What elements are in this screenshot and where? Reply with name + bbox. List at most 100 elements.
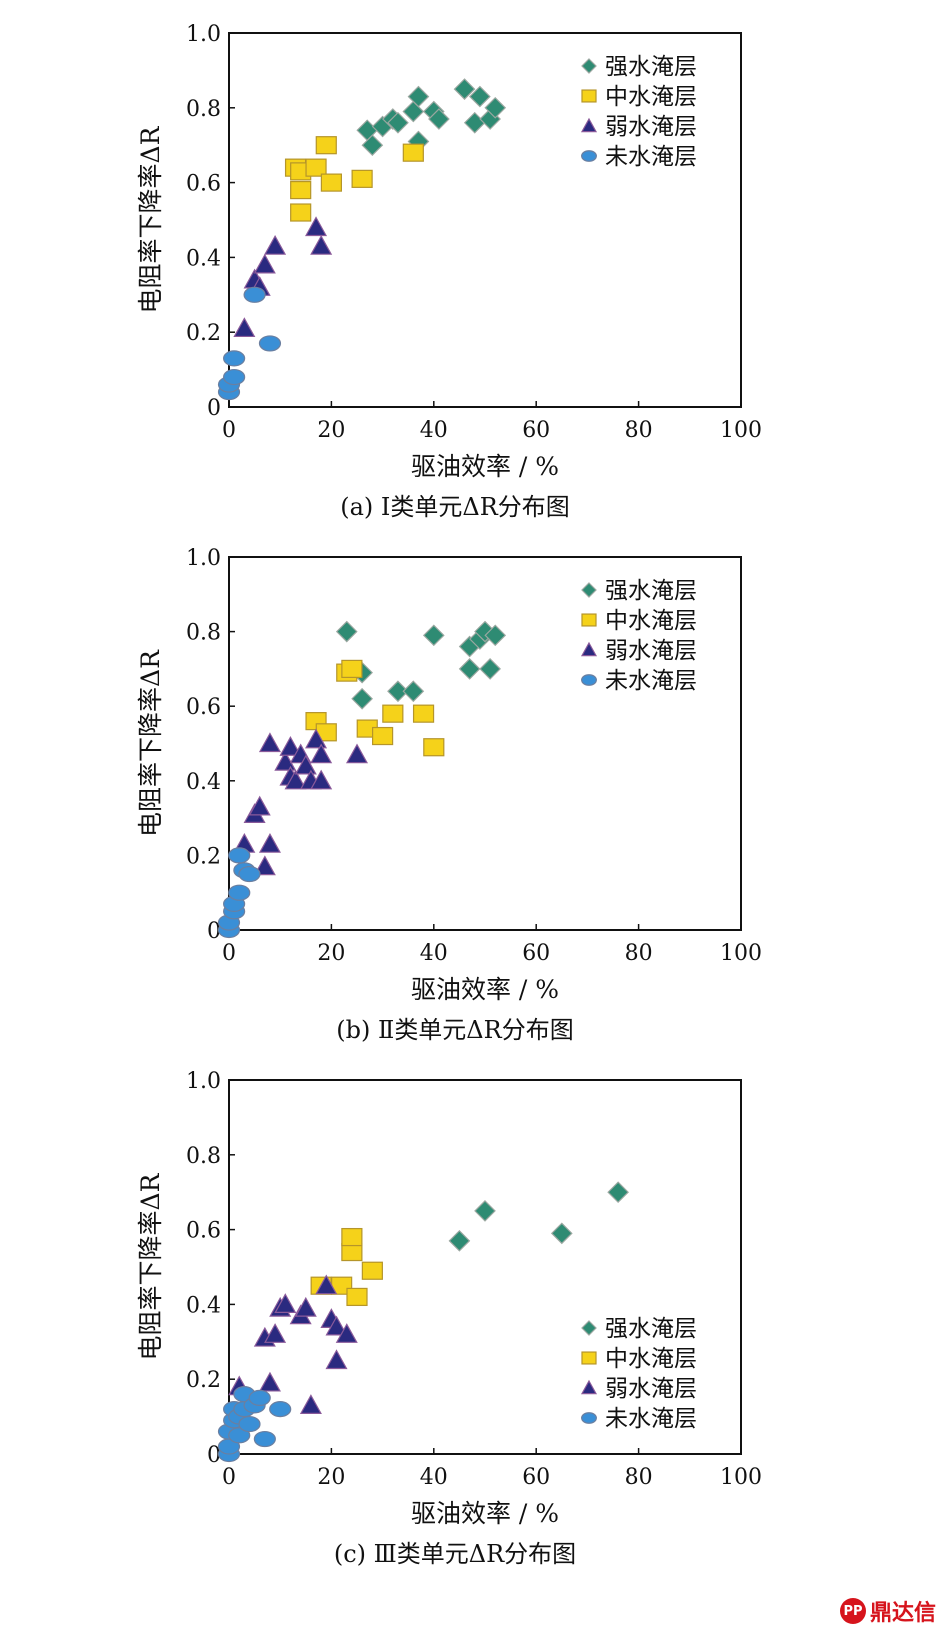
- y-tick-label: 0.8: [186, 1144, 221, 1169]
- data-point-diamond: [458, 658, 481, 680]
- plot-frame: [228, 556, 742, 931]
- data-point-triangle: [274, 750, 297, 771]
- data-point-square: [351, 169, 373, 188]
- y-tick-label: 0.6: [186, 1219, 221, 1244]
- legend-marker-diamond: [581, 1320, 597, 1336]
- data-point-diamond: [422, 624, 445, 647]
- data-point-square: [320, 173, 342, 192]
- logo-icon: PP: [839, 1598, 866, 1624]
- x-axis-label: 驱油效率 / %: [411, 1499, 559, 1528]
- data-point-diamond: [428, 108, 450, 130]
- x-axis-label: 驱油效率 / %: [411, 452, 559, 481]
- x-tick-label: 80: [625, 1465, 653, 1490]
- data-point-triangle: [279, 735, 302, 756]
- data-point-triangle: [264, 234, 287, 255]
- data-point-triangle: [233, 317, 256, 338]
- data-point-square: [346, 1287, 368, 1307]
- y-tick-label: 0.2: [186, 844, 221, 869]
- y-tick-label: 1.0: [186, 22, 221, 47]
- y-tick-label: 0.6: [186, 172, 221, 197]
- data-point-diamond: [351, 687, 373, 710]
- legend-marker-circle: [581, 1412, 597, 1424]
- data-point-triangle: [258, 732, 281, 753]
- data-point-diamond: [484, 624, 507, 647]
- y-tick-label: 0.2: [186, 321, 221, 346]
- x-tick-label: 80: [625, 941, 653, 966]
- data-point-triangle: [325, 1349, 348, 1370]
- x-tick-label: 20: [317, 941, 345, 966]
- data-point-square: [372, 726, 394, 746]
- data-point-triangle: [310, 743, 333, 764]
- legend-marker-circle: [581, 674, 597, 686]
- data-point-triangle: [258, 832, 281, 853]
- legend-label: 中水淹层: [605, 608, 697, 634]
- chart-caption: (a) Ⅰ类单元ΔR分布图: [340, 493, 570, 521]
- x-axis-label: 驱油效率 / %: [411, 975, 559, 1004]
- x-tick-label: 60: [522, 1465, 550, 1490]
- x-tick-label: 60: [522, 941, 550, 966]
- chart-panel-3: 0 20 40 60 80 100 0 0.2 0.4 0.6 0.8 1.0 驱油效率 / % 电阻率下…: [136, 1069, 762, 1568]
- data-point-triangle: [258, 1371, 281, 1392]
- legend-marker-diamond: [581, 582, 597, 598]
- chart-caption: (c) Ⅲ类单元ΔR分布图: [334, 1540, 576, 1568]
- legend-label: 未水淹层: [605, 1406, 697, 1432]
- y-tick-label: 0.8: [186, 97, 221, 122]
- data-point-circle: [243, 286, 266, 303]
- data-point-square: [305, 158, 327, 177]
- x-tick-label: 0: [222, 941, 236, 966]
- plot-frame: [228, 1079, 742, 1455]
- x-tick-label: 100: [720, 418, 762, 443]
- legend-label: 中水淹层: [605, 84, 697, 110]
- legend-marker-triangle: [580, 641, 598, 657]
- data-point-triangle: [294, 754, 317, 775]
- plot-frame: [228, 32, 742, 408]
- y-axis-label: 电阻率下降率ΔR: [136, 1172, 165, 1360]
- data-point-triangle: [284, 769, 307, 790]
- chart-caption: (b) Ⅱ类单元ΔR分布图: [336, 1016, 573, 1044]
- y-tick-label: 0: [207, 396, 221, 421]
- data-point-triangle: [345, 743, 369, 764]
- x-tick-label: 40: [420, 1465, 448, 1490]
- x-tick-label: 100: [720, 941, 762, 966]
- data-point-square: [402, 143, 424, 162]
- data-point-circle: [269, 1401, 292, 1418]
- x-tick-label: 20: [317, 1465, 345, 1490]
- x-tick-label: 0: [222, 1465, 236, 1490]
- legend-marker-triangle: [580, 117, 598, 133]
- data-point-diamond: [335, 620, 358, 643]
- data-point-circle: [228, 884, 251, 901]
- legend-marker-square: [581, 613, 597, 627]
- data-point-triangle: [310, 769, 333, 790]
- chart-panel-1: 0 20 40 60 80 100 0 0.2 0.4 0.6 0.8 1.0 驱油效率 / % 电阻率下…: [136, 22, 762, 521]
- data-point-diamond: [607, 1181, 629, 1204]
- data-point-square: [361, 1261, 383, 1280]
- data-point-diamond: [387, 680, 409, 703]
- legend-label: 强水淹层: [605, 54, 697, 80]
- x-tick-label: 40: [420, 418, 448, 443]
- data-point-square: [341, 659, 363, 679]
- y-tick-label: 0.8: [186, 621, 221, 646]
- legend-label: 强水淹层: [605, 578, 697, 604]
- data-point-square: [423, 738, 445, 757]
- data-point-square: [315, 136, 337, 155]
- watermark-text: 鼎达信: [869, 1601, 936, 1626]
- data-point-triangle: [253, 855, 276, 876]
- legend-marker-diamond: [581, 58, 597, 74]
- x-tick-label: 100: [720, 1465, 762, 1490]
- data-point-diamond: [448, 1229, 471, 1252]
- legend-label: 弱水淹层: [605, 114, 697, 140]
- data-point-triangle: [335, 1323, 358, 1343]
- data-point-diamond: [484, 96, 507, 119]
- data-point-triangle: [274, 1293, 297, 1314]
- data-point-triangle: [305, 216, 328, 237]
- y-tick-label: 0.4: [186, 246, 221, 271]
- data-point-triangle: [253, 253, 276, 274]
- legend-label: 中水淹层: [605, 1346, 697, 1372]
- legend-label: 弱水淹层: [605, 1376, 697, 1402]
- data-point-diamond: [407, 85, 430, 108]
- y-tick-label: 0.6: [186, 695, 221, 720]
- data-point-diamond: [474, 1200, 496, 1222]
- legend-label: 未水淹层: [605, 144, 697, 170]
- data-point-diamond: [402, 680, 425, 703]
